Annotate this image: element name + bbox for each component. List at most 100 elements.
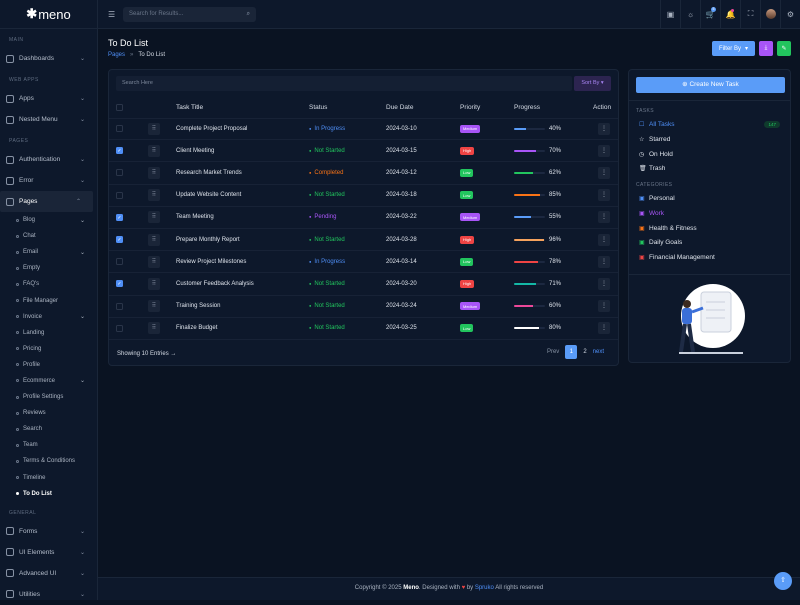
sidebar-item-terms-conditions[interactable]: Terms & Conditions [0, 453, 97, 469]
sidebar-item-utilities[interactable]: Utilities ⌄ [0, 584, 97, 605]
category-financial-management[interactable]: ▣ Financial Management [639, 254, 780, 261]
drag-handle-icon[interactable]: ⠿ [148, 166, 160, 179]
row-checkbox[interactable]: ✓ [116, 147, 123, 155]
footer-rights: All rights reserved [493, 585, 544, 591]
task-filter-trash[interactable]: 🗑 Trash [639, 165, 780, 172]
drag-handle-icon[interactable]: ⠿ [148, 322, 160, 335]
sidebar-item-pricing[interactable]: Pricing [0, 341, 97, 357]
row-actions-button[interactable]: ⋮ [598, 322, 610, 335]
breadcrumb-pages[interactable]: Pages [108, 52, 126, 58]
row-actions-button[interactable]: ⋮ [598, 166, 610, 179]
row-checkbox[interactable] [116, 302, 123, 310]
sidebar-item-team[interactable]: Team [0, 437, 97, 453]
sidebar-item-dashboards[interactable]: Dashboards ⌄ [0, 48, 97, 69]
prev-page[interactable]: Prev [546, 349, 560, 355]
sidebar-item-landing[interactable]: Landing [0, 325, 97, 341]
next-page[interactable]: next [592, 349, 604, 355]
sidebar-item-to-do-list[interactable]: To Do List [0, 486, 97, 502]
filter-by-button[interactable]: Filter By ▾ [711, 41, 755, 56]
select-all-checkbox[interactable] [116, 104, 123, 112]
fullscreen-icon[interactable]: ⛶ [740, 0, 760, 29]
sidebar-item-authentication[interactable]: Authentication ⌄ [0, 149, 97, 170]
sidebar-item-nested-menu[interactable]: Nested Menu ⌄ [0, 109, 97, 130]
sidebar-item-empty[interactable]: Empty [0, 260, 97, 276]
row-actions-button[interactable]: ⋮ [598, 189, 610, 202]
language-icon[interactable]: ▣ [660, 0, 680, 29]
footer-author-link[interactable]: Spruko [474, 585, 494, 591]
task-search-input[interactable]: Search Here [116, 76, 572, 91]
task-filter-all-tasks[interactable]: ☐ All Tasks 147 [639, 121, 780, 128]
sidebar-item-forms[interactable]: Forms ⌄ [0, 521, 97, 542]
cart-badge: 5 [711, 6, 716, 12]
download-button[interactable]: ⤓ [759, 41, 773, 56]
cart-icon[interactable]: 🛒 5 [700, 0, 720, 29]
drag-handle-icon[interactable]: ⠿ [148, 211, 160, 224]
sidebar-item-invoice[interactable]: Invoice ⌄ [0, 309, 97, 325]
task-filter-starred[interactable]: ☆ Starred [639, 136, 780, 143]
due-date: 2024-03-22 [386, 214, 417, 221]
sidebar-item-advanced-ui[interactable]: Advanced UI ⌄ [0, 563, 97, 584]
category-health-fitness[interactable]: ▣ Health & Fitness [639, 225, 780, 232]
breadcrumb: Pages» To Do List [108, 52, 166, 58]
row-checkbox[interactable] [116, 125, 123, 133]
sidebar-item-timeline[interactable]: Timeline [0, 470, 97, 486]
sidebar-item-pages[interactable]: Pages ⌃ [0, 191, 93, 212]
row-actions-button[interactable]: ⋮ [598, 233, 610, 246]
drag-handle-icon[interactable]: ⠿ [148, 122, 160, 135]
scroll-top-button[interactable]: ⇧ [774, 572, 792, 590]
task-filter-label: Starred [649, 135, 671, 143]
drag-handle-icon[interactable]: ⠿ [148, 233, 160, 246]
row-actions-button[interactable]: ⋮ [598, 144, 610, 157]
profile-avatar[interactable] [760, 0, 780, 29]
sidebar-item-faq-s[interactable]: FAQ's [0, 276, 97, 292]
row-checkbox[interactable] [116, 324, 123, 332]
drag-handle-icon[interactable]: ⠿ [148, 277, 160, 290]
menu-toggle-icon[interactable]: ☰ [108, 9, 116, 19]
sort-by-button[interactable]: Sort By ▾ [574, 76, 611, 91]
table-row: ⠿ Review Project Milestones In Progress 202… [109, 251, 618, 274]
theme-toggle-icon[interactable]: ☼ [680, 0, 700, 29]
category-daily-goals[interactable]: ▣ Daily Goals [639, 239, 780, 246]
row-actions-button[interactable]: ⋮ [598, 300, 610, 313]
drag-handle-icon[interactable]: ⠿ [148, 255, 160, 268]
sidebar-item-ui-elements[interactable]: UI Elements ⌄ [0, 542, 97, 563]
global-search-input[interactable]: Search for Results... ⌕ [123, 6, 256, 22]
sidebar-item-search[interactable]: Search [0, 421, 97, 437]
sidebar-item-file-manager[interactable]: File Manager [0, 292, 97, 308]
sidebar-item-error[interactable]: Error ⌄ [0, 170, 97, 191]
sidebar-item-profile[interactable]: Profile [0, 357, 97, 373]
row-checkbox[interactable]: ✓ [116, 236, 123, 244]
drag-handle-icon[interactable]: ⠿ [148, 144, 160, 157]
create-new-task-button[interactable]: ⊕ Create New Task [636, 77, 785, 93]
page-2[interactable]: 2 [583, 349, 587, 355]
sidebar-item-chat[interactable]: Chat [0, 228, 97, 244]
row-checkbox[interactable] [116, 258, 123, 266]
settings-gear-icon[interactable]: ⚙ [780, 0, 800, 29]
row-checkbox[interactable] [116, 191, 123, 199]
page-1[interactable]: 1 [565, 345, 578, 359]
row-actions-button[interactable]: ⋮ [598, 255, 610, 268]
sidebar-item-email[interactable]: Email ⌄ [0, 244, 97, 260]
task-filter-label: Trash [649, 165, 666, 173]
category-work[interactable]: ▣ Work [639, 210, 780, 217]
share-button[interactable]: ✎ [777, 41, 791, 56]
row-checkbox[interactable] [116, 169, 123, 177]
sidebar-item-reviews[interactable]: Reviews [0, 405, 97, 421]
drag-handle-icon[interactable]: ⠿ [148, 189, 160, 202]
row-checkbox[interactable]: ✓ [116, 280, 123, 288]
row-actions-button[interactable]: ⋮ [598, 277, 610, 290]
sidebar-item-blog[interactable]: Blog ⌄ [0, 212, 97, 228]
task-filter-on-hold[interactable]: ◷ On Hold [639, 151, 780, 158]
row-actions-button[interactable]: ⋮ [598, 122, 610, 135]
sidebar-item-ecommerce[interactable]: Ecommerce ⌄ [0, 373, 97, 389]
row-checkbox[interactable]: ✓ [116, 213, 123, 221]
category-personal[interactable]: ▣ Personal [639, 195, 780, 202]
progress-bar [514, 282, 545, 285]
sidebar-item-apps[interactable]: Apps ⌄ [0, 88, 97, 109]
drag-handle-icon[interactable]: ⠿ [148, 300, 160, 313]
notification-icon[interactable]: 🔔 [720, 0, 740, 29]
logo[interactable]: ✱ meno [0, 0, 97, 29]
sidebar-item-profile-settings[interactable]: Profile Settings [0, 389, 97, 405]
row-actions-button[interactable]: ⋮ [598, 211, 610, 224]
search-icon[interactable]: ⌕ [246, 10, 250, 17]
